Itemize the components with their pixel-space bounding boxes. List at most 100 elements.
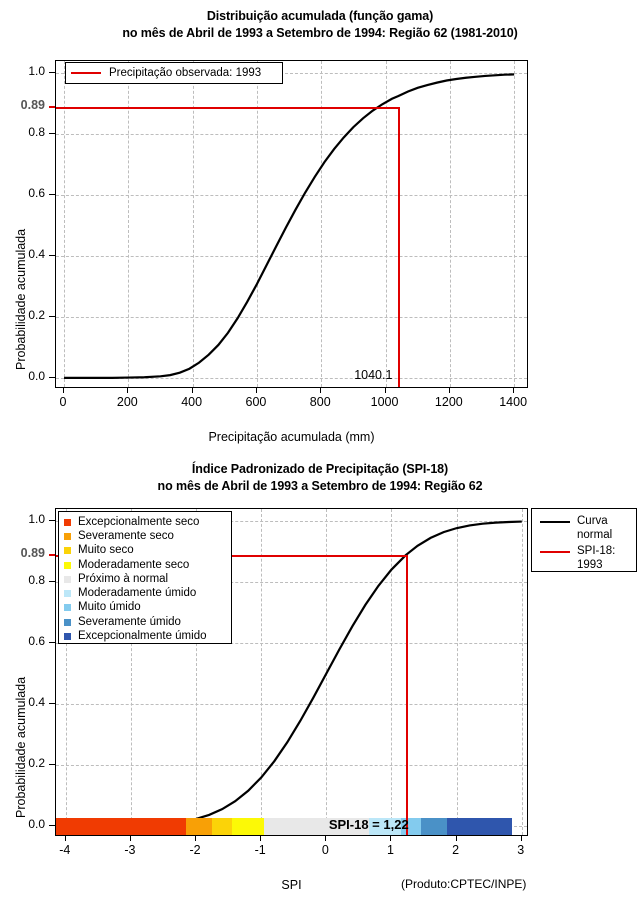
- black-line-swatch-icon: [540, 521, 570, 523]
- ytick-mark: [49, 315, 55, 317]
- classification-legend-row: Moderadamente úmido: [64, 586, 227, 600]
- gridline-horizontal: [56, 73, 527, 75]
- xtick-label: 800: [309, 395, 331, 409]
- cdf-curve: [64, 73, 515, 379]
- xtick-mark: [260, 835, 262, 841]
- chart2-title-block: Índice Padronizado de Precipitação (SPI-…: [0, 461, 640, 495]
- chart1-title: Distribuição acumulada (função gama): [206, 9, 434, 23]
- chart2-plot-inner: [56, 509, 527, 835]
- gridline-horizontal: [56, 134, 527, 136]
- observed-horizontal-marker: [56, 106, 399, 109]
- chart1-legend-row: Precipitação observada: 1993: [66, 63, 282, 83]
- xtick-label: 1000: [370, 395, 399, 409]
- observed-vertical-marker: [398, 106, 401, 387]
- chart1-legend: Precipitação observada: 1993: [65, 62, 283, 84]
- xtick-label: 0: [59, 395, 67, 409]
- colorbar-segment: [231, 817, 265, 835]
- gridline-vertical: [65, 509, 67, 835]
- red-line-swatch-icon: [71, 72, 101, 74]
- gridline-horizontal: [56, 764, 527, 766]
- xtick-mark: [325, 835, 327, 841]
- classification-legend-label: Severamente úmido: [78, 615, 181, 628]
- gridline-vertical: [456, 509, 458, 835]
- ytick-label: 0.6: [28, 186, 45, 201]
- classification-legend-row: Próximo à normal: [64, 572, 227, 586]
- colorbar-segment: [420, 817, 447, 835]
- classification-legend-row: Severamente seco: [64, 529, 227, 543]
- chart2-subtitle: no mês de Abril de 1993 a Setembro de 19…: [157, 479, 483, 493]
- ytick-label: 0.2: [28, 755, 45, 770]
- ytick-label: 0.4: [28, 694, 45, 709]
- ytick-label: 1.0: [28, 64, 45, 79]
- colorbar-segment: [56, 817, 187, 835]
- xtick-label: 400: [181, 395, 203, 409]
- gridline-vertical: [449, 61, 451, 387]
- xtick-mark: [320, 387, 322, 393]
- curve-legend-label: Curva normal: [577, 515, 613, 541]
- xtick-label: -2: [189, 843, 201, 857]
- xtick-label: 1200: [434, 395, 463, 409]
- ytick-label: 0.2: [28, 307, 45, 322]
- chart2-plot-area: [55, 508, 528, 836]
- xtick-mark: [520, 835, 522, 841]
- ytick-label: 1.0: [28, 512, 45, 527]
- ytick-mark: [49, 520, 55, 522]
- classification-legend-label: Muito seco: [78, 544, 134, 557]
- classification-legend-label: Excepcionalmente úmido: [78, 630, 207, 643]
- curve-legend-row: SPI-18: 1993: [537, 544, 636, 572]
- ytick-mark: [49, 133, 55, 135]
- xtick-mark: [448, 387, 450, 393]
- chart1-legend-label: Precipitação observada: 1993: [109, 67, 262, 79]
- spi-value-annotation: SPI-18 = 1,22: [328, 816, 409, 832]
- gridline-vertical: [385, 61, 387, 387]
- gridline-horizontal: [56, 703, 527, 705]
- chart2-curve-legend: Curva normal SPI-18: 1993: [531, 508, 637, 572]
- xtick-mark: [127, 387, 129, 393]
- color-swatch-icon: [64, 604, 71, 612]
- curve-legend-row: Curva normal: [537, 514, 636, 542]
- highlight-ytick-mark: [49, 553, 55, 556]
- ytick-mark: [49, 194, 55, 196]
- color-swatch-icon: [64, 618, 71, 626]
- ytick-label: 0.8: [28, 573, 45, 588]
- gridline-vertical: [196, 509, 198, 835]
- classification-legend-row: Muito seco: [64, 544, 227, 558]
- ytick-mark: [49, 72, 55, 74]
- gridline-vertical: [130, 509, 132, 835]
- curve-legend-label: SPI-18: 1993: [577, 545, 616, 571]
- gridline-vertical: [261, 509, 263, 835]
- xtick-label: -4: [59, 843, 71, 857]
- xtick-mark: [64, 835, 66, 841]
- classification-legend-row: Moderadamente seco: [64, 558, 227, 572]
- highlight-ytick-label: 0.89: [20, 545, 45, 560]
- spi-classification-legend: Excepcionalmente seco Severamente seco Mui…: [58, 511, 232, 644]
- colorbar-segment: [446, 817, 512, 835]
- xtick-mark: [513, 387, 515, 393]
- ytick-mark: [49, 824, 55, 826]
- classification-legend-label: Moderadamente seco: [78, 558, 190, 571]
- ytick-mark: [49, 642, 55, 644]
- gridline-vertical: [192, 61, 194, 387]
- highlight-ytick-mark: [49, 105, 55, 108]
- ytick-mark: [49, 763, 55, 765]
- colorbar-segment: [186, 817, 213, 835]
- spi-colorbar: [56, 817, 527, 835]
- ytick-mark: [49, 702, 55, 704]
- color-swatch-icon: [64, 532, 71, 540]
- gridline-horizontal: [56, 643, 527, 645]
- gridline-horizontal: [56, 582, 527, 584]
- color-swatch-icon: [64, 561, 71, 569]
- xtick-label: -3: [124, 843, 136, 857]
- classification-legend-label: Excepcionalmente seco: [78, 515, 200, 528]
- chart1-subtitle: no mês de Abril de 1993 a Setembro de 19…: [122, 26, 518, 40]
- ytick-label: 0.6: [28, 634, 45, 649]
- color-swatch-icon: [64, 547, 71, 555]
- gridline-horizontal: [56, 255, 527, 257]
- classification-legend-label: Moderadamente úmido: [78, 587, 197, 600]
- highlight-xvalue-label: 1040.1: [354, 368, 393, 382]
- gridline-horizontal: [56, 377, 527, 379]
- xtick-label: 3: [517, 843, 525, 857]
- ytick-label: 0.8: [28, 125, 45, 140]
- classification-legend-row: Excepcionalmente seco: [64, 515, 227, 529]
- classification-legend-row: Muito úmido: [64, 601, 227, 615]
